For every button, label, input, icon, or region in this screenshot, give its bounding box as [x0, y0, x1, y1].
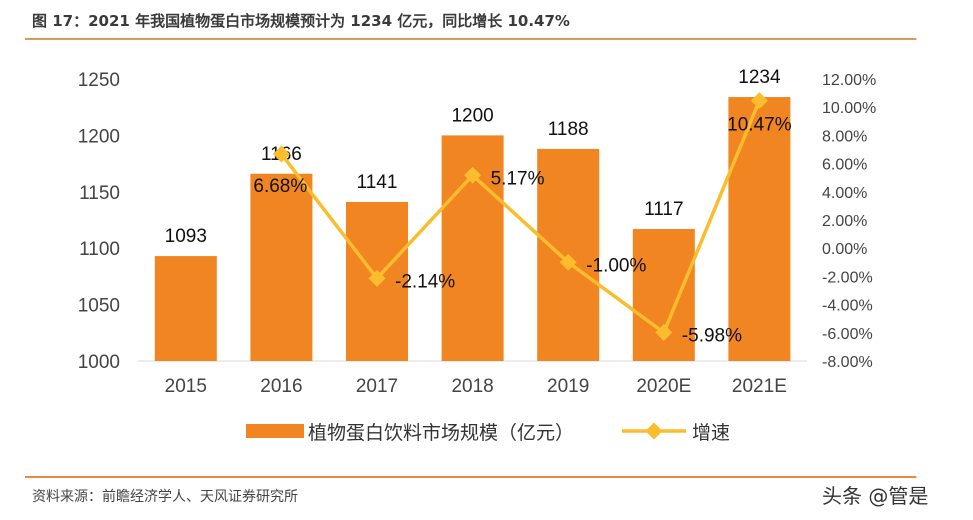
- growth-marker: [272, 145, 290, 163]
- growth-marker: [368, 269, 386, 287]
- right-axis-tick: 2.00%: [822, 213, 867, 230]
- bar-data-label: 1234: [738, 67, 781, 88]
- growth-data-label: 6.68%: [253, 176, 307, 197]
- left-axis-tick: 1050: [78, 296, 120, 317]
- right-axis-tick: -4.00%: [822, 298, 873, 315]
- source-note: 资料来源：前瞻经济学人、天风证券研究所: [32, 489, 298, 505]
- right-axis-tick: 0.00%: [822, 241, 867, 258]
- bar-data-label: 1093: [165, 226, 207, 247]
- x-axis-tick: 2018: [451, 376, 493, 397]
- bar-data-label: 1141: [357, 172, 398, 193]
- right-axis-tick: 12.00%: [822, 72, 876, 89]
- x-axis-tick: 2017: [356, 376, 398, 397]
- title-divider: [25, 38, 917, 40]
- left-axis-tick: 1200: [78, 126, 120, 147]
- bar: [728, 97, 791, 361]
- right-axis-tick: -6.00%: [822, 326, 873, 343]
- legend-bar-label: 植物蛋白饮料市场规模（亿元）: [308, 422, 574, 444]
- right-axis-tick: 6.00%: [822, 157, 867, 174]
- left-axis-tick: 1100: [79, 239, 120, 260]
- x-axis-tick: 2015: [165, 376, 207, 397]
- growth-data-label: -2.14%: [395, 271, 455, 292]
- growth-marker: [464, 166, 482, 184]
- x-axis-tick: 2019: [547, 376, 589, 397]
- footer-divider: [25, 476, 917, 478]
- legend-line-marker: [645, 422, 663, 440]
- growth-line: [280, 99, 762, 336]
- bar-data-label: 1188: [548, 119, 589, 140]
- left-axis-tick: 1150: [79, 183, 120, 204]
- right-axis-tick: 10.00%: [822, 100, 876, 117]
- watermark: 头条 @管是: [822, 484, 929, 508]
- growth-data-label: -5.98%: [682, 326, 742, 347]
- right-axis-tick: -2.00%: [822, 269, 873, 286]
- bar-data-label: 1200: [451, 105, 493, 126]
- growth-data-label: -1.00%: [586, 255, 646, 276]
- growth-data-label: 10.47%: [727, 115, 792, 136]
- right-axis-tick: 4.00%: [822, 185, 867, 202]
- growth-data-label: 5.17%: [491, 168, 545, 189]
- left-axis-tick: 1000: [78, 352, 120, 373]
- bar-data-label: 1117: [644, 199, 683, 220]
- growth-marker: [655, 324, 673, 342]
- growth-marker: [750, 92, 768, 110]
- right-axis-tick: -8.00%: [822, 354, 873, 371]
- right-axis-tick: 8.00%: [822, 128, 867, 145]
- left-axis-tick: 1250: [78, 70, 120, 91]
- legend-bar-swatch: [246, 424, 304, 438]
- x-axis-tick: 2020E: [636, 376, 691, 397]
- bar: [154, 256, 217, 361]
- growth-marker: [559, 253, 577, 271]
- bar: [250, 173, 313, 361]
- figure-title: 图 17：2021 年我国植物蛋白市场规模预计为 1234 亿元，同比增长 10…: [32, 12, 570, 30]
- legend-line-label: 增速: [692, 422, 730, 444]
- x-axis-tick: 2021E: [732, 376, 787, 397]
- chart: 1000 1050 1100 1150 1200 1250 -8.00% -6.00% -4.0…: [78, 67, 877, 444]
- x-axis-tick: 2016: [260, 376, 302, 397]
